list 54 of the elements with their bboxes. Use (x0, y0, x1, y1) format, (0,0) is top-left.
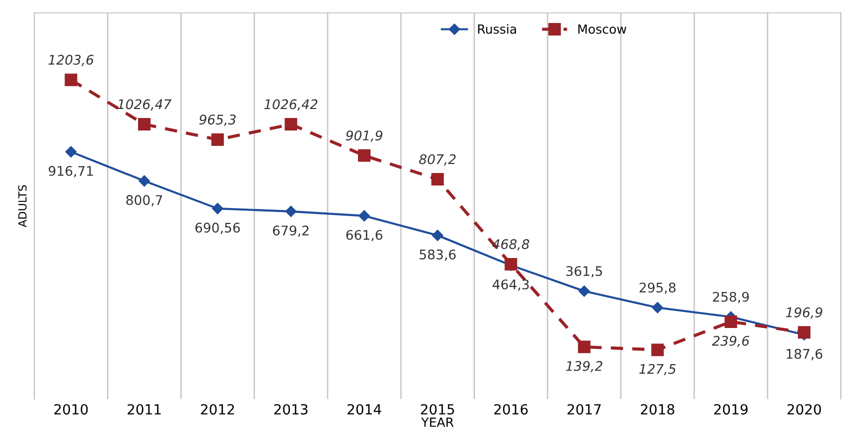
x-tick-label: 2013 (274, 404, 308, 415)
point (798, 326, 810, 339)
data-label: 464,3 (492, 279, 529, 291)
data-label: 661,6 (346, 230, 382, 242)
x-tick-label: 2012 (200, 404, 234, 415)
data-label: 1203,6 (48, 54, 94, 66)
x-tick-label: 2015 (420, 404, 454, 415)
point (652, 302, 664, 314)
data-label: 295,8 (640, 282, 676, 294)
point (64, 74, 78, 86)
point (65, 146, 77, 158)
point (284, 118, 298, 131)
data-label: 901,9 (346, 130, 382, 142)
x-axis-title: YEAR (421, 418, 454, 427)
data-label: 196,9 (786, 307, 822, 319)
data-label: 1026,47 (118, 99, 172, 111)
legend-label: Moscow (578, 24, 626, 34)
point (431, 173, 444, 186)
data-label: 690,56 (195, 222, 240, 234)
point (578, 340, 590, 354)
data-label: 127,5 (639, 364, 676, 376)
point (211, 133, 224, 146)
data-label: 187,6 (786, 348, 822, 360)
data-label: 139,2 (566, 361, 602, 372)
data-label: 807,2 (419, 154, 456, 166)
x-tick-label: 2011 (128, 404, 161, 415)
x-tick-label: 2017 (568, 404, 601, 415)
x-tick-label: 2018 (640, 404, 674, 415)
data-label: 800,7 (126, 195, 162, 206)
x-tick-label: 2016 (494, 404, 528, 415)
point (358, 210, 370, 222)
data-label: 361,5 (566, 266, 602, 278)
x-tick-label: 2019 (714, 404, 748, 415)
point (358, 149, 371, 162)
legend-label: Russia (478, 24, 516, 34)
x-tick-label: 2014 (348, 404, 382, 415)
point (138, 118, 151, 131)
data-label: 258,9 (712, 292, 749, 304)
point (285, 206, 297, 218)
data-label: 1026,42 (264, 99, 318, 111)
point (138, 175, 150, 187)
x-tick-label: 2020 (788, 404, 821, 415)
data-label: 583,6 (420, 250, 456, 261)
data-label: 239,6 (712, 336, 750, 348)
point (578, 286, 590, 297)
x-tick-label: 2010 (54, 404, 88, 415)
point (212, 202, 224, 214)
point (724, 315, 738, 328)
data-label: 679,2 (272, 226, 309, 237)
data-label: 916,71 (48, 166, 93, 178)
y-axis-title: ADULTS (18, 185, 27, 228)
point (651, 344, 664, 356)
point (432, 230, 444, 241)
data-label: 965,3 (199, 114, 236, 126)
